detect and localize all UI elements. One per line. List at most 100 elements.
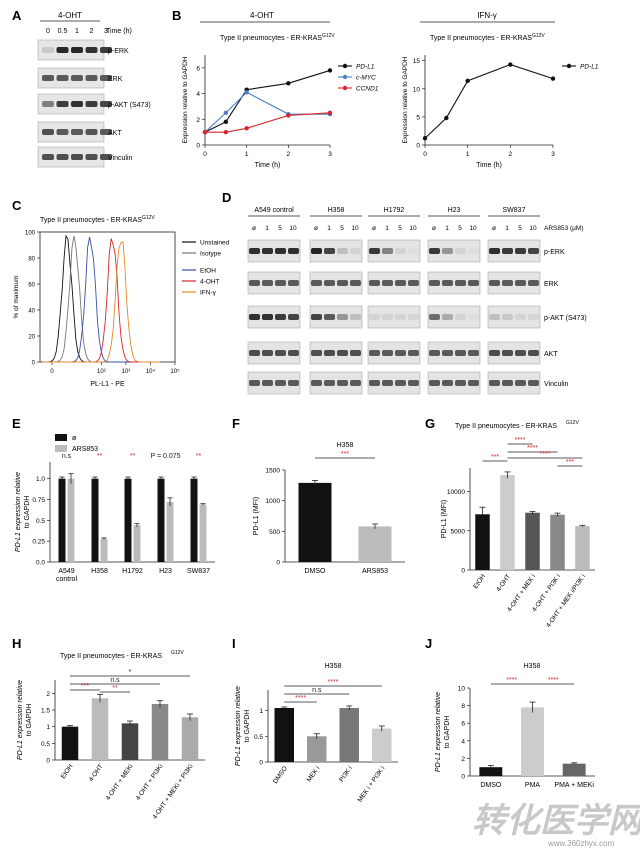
x-tick-label: SW837	[187, 568, 210, 575]
blot-band	[515, 248, 526, 254]
plot-frame	[39, 231, 176, 363]
legend-swatch	[55, 434, 67, 441]
legend-marker	[566, 63, 572, 69]
dose-label: ø	[252, 225, 256, 232]
blot-strip	[427, 371, 481, 395]
legend-label: EtOH	[200, 268, 216, 275]
legend-label: Unstained	[200, 240, 230, 247]
blot-band	[324, 350, 335, 356]
blot-band	[429, 280, 440, 286]
blot-band	[515, 350, 526, 356]
histogram-curve	[42, 236, 161, 363]
panel-letter-c: C	[12, 198, 22, 213]
blot-band	[408, 248, 419, 254]
blot-strip	[367, 341, 421, 365]
blot-band	[337, 280, 348, 286]
sig-label: ***	[341, 451, 349, 458]
legend-label: c-MYC	[356, 75, 376, 82]
y-axis-label: % of maximum	[13, 276, 20, 319]
x-axis-label: PL-L1 - PE	[90, 381, 125, 388]
blot-band	[311, 314, 322, 320]
blot-band	[288, 380, 299, 386]
blot-strip	[247, 371, 301, 395]
dose-label: 5	[458, 225, 462, 232]
blot-band	[502, 280, 513, 286]
blot-band	[455, 248, 466, 254]
blot-band	[429, 350, 440, 356]
x-tick-label: ARS853	[362, 568, 388, 575]
blot-band	[249, 380, 260, 386]
y-axis-label: PD-L1 (MFI)	[441, 500, 448, 539]
blot-band	[369, 314, 380, 320]
dose-label: 5	[340, 225, 344, 232]
sig-label: ****	[527, 445, 538, 452]
y-tick-label: 500	[269, 529, 280, 536]
blot-band	[56, 129, 69, 135]
blot-band	[324, 248, 335, 254]
x-tick-label: H23	[159, 568, 172, 575]
data-point	[286, 81, 291, 86]
blot-band	[249, 350, 260, 356]
blot-strip	[309, 239, 363, 263]
y-tick-label: 1	[46, 724, 50, 731]
blot-band	[455, 350, 466, 356]
dose-label: 10	[289, 225, 297, 232]
x-tick-label: 10⁴	[146, 368, 156, 375]
sig-label: n.s	[110, 677, 120, 684]
data-point	[508, 62, 513, 67]
blot-band	[275, 314, 286, 320]
bar	[372, 728, 392, 762]
bar	[307, 736, 327, 762]
time-tick-label: 2	[90, 28, 94, 35]
blot-band	[262, 280, 273, 286]
blot-band	[408, 350, 419, 356]
x-tick-label: 10²	[97, 369, 106, 375]
y-tick-label: 5000	[451, 528, 466, 535]
y-tick-label: 6	[196, 65, 200, 72]
dose-label: ø	[432, 225, 436, 232]
blot-strip	[247, 271, 301, 295]
sig-label: ****	[506, 677, 517, 684]
blot-band	[249, 314, 260, 320]
blot-band	[515, 380, 526, 386]
bar	[339, 708, 359, 762]
blot-band	[382, 314, 393, 320]
blot-band	[275, 380, 286, 386]
blot-band	[382, 350, 393, 356]
dose-label: ø	[314, 225, 318, 232]
y-tick-label: 4	[196, 91, 200, 98]
blot-band	[408, 280, 419, 286]
x-tick-label: 4-OHT + PI3Ki	[135, 763, 165, 802]
blot-band	[100, 154, 112, 160]
sig-label: ***	[81, 683, 89, 690]
chart-b-left: 0 2 4 6 0 1 2 3 Time (h) Expression relative to G…	[182, 55, 379, 169]
cell-line-label: H358	[328, 207, 345, 214]
histogram-curve	[42, 238, 161, 363]
panel-b-right-subtitle: Type II pneumocytes - ER-KRASG12V	[430, 33, 545, 42]
blot-strip	[427, 271, 481, 295]
sig-label: *	[129, 669, 132, 676]
x-tick-label: MEK i	[306, 765, 322, 783]
panel-a-blot: 4-OHT Time (h) 0 0.5 1 2 3 p-ERK ERK p-AKT (S4…	[37, 11, 151, 168]
x-tick-label: 10⁵	[170, 368, 180, 375]
blot-band	[288, 350, 299, 356]
bar	[91, 478, 99, 562]
panel-a-time-label: Time (h)	[106, 28, 132, 35]
blot-strip	[247, 239, 301, 263]
bar	[550, 514, 565, 570]
bar	[562, 763, 586, 776]
panel-letter-a: A	[12, 8, 22, 23]
blot-band	[71, 47, 83, 53]
legend-label: IFN-γ	[200, 290, 217, 297]
blot-band	[262, 380, 273, 386]
blot-band	[71, 75, 83, 81]
y-axis-label-line2: to GAPDH	[24, 496, 31, 529]
dose-unit-label: ARS853 (μM)	[544, 225, 584, 232]
x-tick-label: MEK i + PI3K i	[357, 765, 387, 803]
data-point	[550, 76, 556, 81]
x-tick-label: 2	[287, 151, 291, 158]
sig-label: **	[112, 685, 118, 692]
dose-label: ø	[372, 225, 376, 232]
x-tick-label: EtOH	[60, 763, 75, 780]
